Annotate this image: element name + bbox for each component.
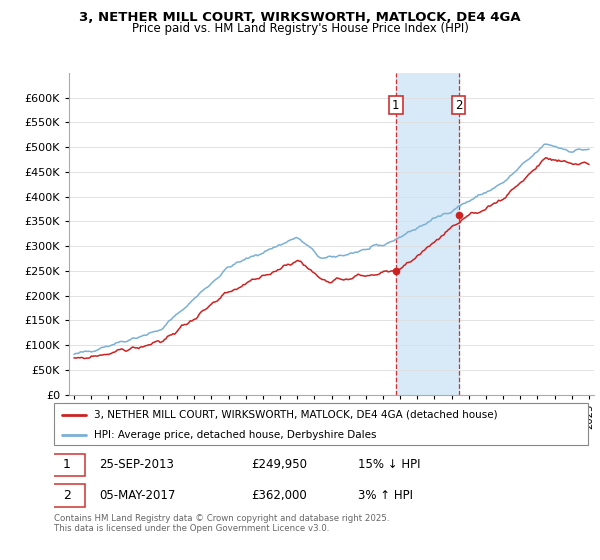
Text: 3, NETHER MILL COURT, WIRKSWORTH, MATLOCK, DE4 4GA (detached house): 3, NETHER MILL COURT, WIRKSWORTH, MATLOC… [94, 410, 497, 420]
Text: Contains HM Land Registry data © Crown copyright and database right 2025.
This d: Contains HM Land Registry data © Crown c… [54, 514, 389, 533]
Text: 3, NETHER MILL COURT, WIRKSWORTH, MATLOCK, DE4 4GA: 3, NETHER MILL COURT, WIRKSWORTH, MATLOC… [79, 11, 521, 24]
FancyBboxPatch shape [49, 484, 85, 507]
Bar [396, 73, 459, 395]
Text: 2: 2 [63, 489, 71, 502]
Text: 3% ↑ HPI: 3% ↑ HPI [358, 489, 413, 502]
Text: 2: 2 [455, 99, 463, 111]
Text: HPI: Average price, detached house, Derbyshire Dales: HPI: Average price, detached house, Derb… [94, 430, 377, 440]
Text: 1: 1 [63, 459, 71, 472]
Text: 1: 1 [392, 99, 400, 111]
Text: 25-SEP-2013: 25-SEP-2013 [100, 459, 174, 472]
Text: 15% ↓ HPI: 15% ↓ HPI [358, 459, 421, 472]
Text: £362,000: £362,000 [251, 489, 307, 502]
Text: Price paid vs. HM Land Registry's House Price Index (HPI): Price paid vs. HM Land Registry's House … [131, 22, 469, 35]
Text: 05-MAY-2017: 05-MAY-2017 [100, 489, 176, 502]
Text: £249,950: £249,950 [251, 459, 308, 472]
FancyBboxPatch shape [49, 454, 85, 476]
FancyBboxPatch shape [54, 403, 588, 445]
